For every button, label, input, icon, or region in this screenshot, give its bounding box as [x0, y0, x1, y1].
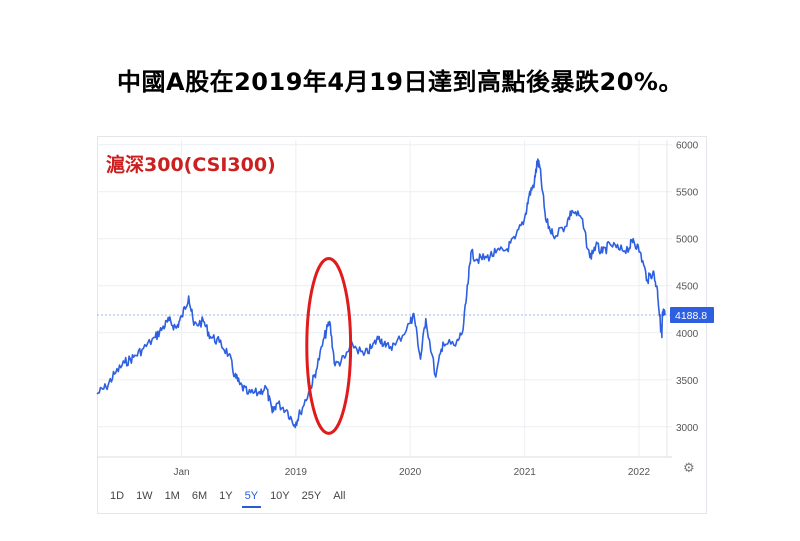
range-button-all[interactable]: All [333, 490, 346, 502]
y-tick-label: 4000 [676, 329, 699, 340]
chart-series-label: 滬深300(CSI300) [106, 154, 276, 176]
range-button-1y[interactable]: 1Y [219, 490, 233, 502]
x-tick-label: 2020 [399, 467, 422, 478]
range-button-1d[interactable]: 1D [110, 490, 125, 502]
y-tick-label: 6000 [676, 141, 699, 152]
range-button-10y[interactable]: 10Y [270, 490, 290, 502]
y-tick-label: 5000 [676, 235, 699, 246]
range-button-5y[interactable]: 5Y [239, 489, 264, 511]
range-button-25y[interactable]: 25Y [301, 490, 322, 502]
y-tick-label: 5500 [676, 188, 699, 199]
y-tick-label: 3500 [676, 376, 699, 387]
gear-icon[interactable]: ⚙ [683, 461, 695, 476]
x-tick-label: Jan [173, 467, 189, 478]
page-headline: 中國A股在2019年4月19日達到高點後暴跌20%。 [117, 68, 683, 96]
x-axis: Jan 2019 2020 2021 2022 [173, 467, 650, 478]
chart-grid [97, 140, 672, 458]
x-tick-label: 2019 [285, 467, 308, 478]
y-tick-label: 4500 [676, 282, 699, 293]
range-button-1w[interactable]: 1W [136, 490, 153, 502]
y-axis: 3000 3500 4000 4500 5000 5500 6000 [676, 141, 699, 434]
last-price-tag: 4188.8 [670, 307, 714, 324]
last-price-label: 4188.8 [675, 310, 707, 322]
range-button-1m[interactable]: 1M [164, 490, 180, 502]
csi300-price-line [96, 158, 666, 429]
x-tick-label: 2021 [514, 467, 537, 478]
peak-annotation-ellipse [305, 256, 353, 435]
x-tick-label: 2022 [628, 467, 651, 478]
time-range-selector: 1D 1W 1M 6M 1Y 5Y 10Y 25Y All [104, 489, 351, 511]
y-tick-label: 3000 [676, 423, 699, 434]
range-button-6m[interactable]: 6M [191, 490, 208, 502]
